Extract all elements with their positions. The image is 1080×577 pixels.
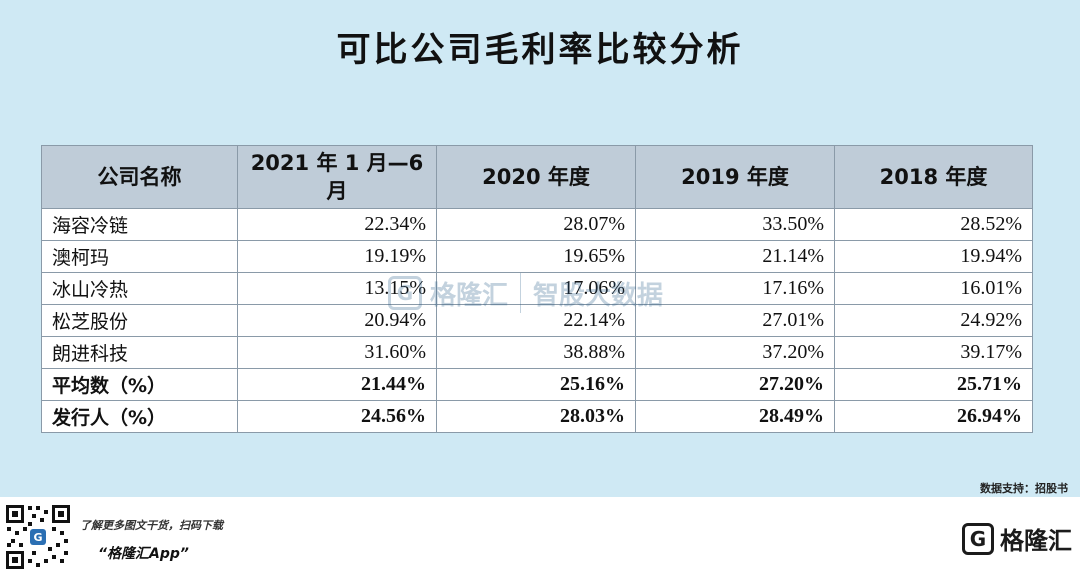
- value-cell: 22.34%: [237, 208, 437, 241]
- value-cell: 38.88%: [436, 336, 636, 369]
- value-cell: 27.20%: [635, 368, 835, 401]
- table-header-row: 公司名称 2021 年 1 月—6 月 2020 年度 2019 年度 2018…: [41, 145, 1033, 209]
- column-header: 2021 年 1 月—6 月: [237, 145, 437, 209]
- column-header: 2019 年度: [635, 145, 835, 209]
- value-cell: 24.92%: [834, 304, 1033, 337]
- company-name-cell: 松芝股份: [41, 304, 238, 337]
- qr-logo: G: [30, 529, 46, 545]
- app-name: “格隆汇App”: [98, 546, 189, 562]
- value-cell: 19.19%: [237, 240, 437, 273]
- column-header: 公司名称: [41, 145, 238, 209]
- value-cell: 20.94%: [237, 304, 437, 337]
- value-cell: 26.94%: [834, 400, 1033, 433]
- average-row: 平均数（%） 21.44% 25.16% 27.20% 25.71%: [41, 368, 1033, 401]
- brand-name: 格隆汇: [1000, 527, 1072, 555]
- table-row: 澳柯玛 19.19% 19.65% 21.14% 19.94%: [41, 240, 1033, 273]
- table-row: 朗进科技 31.60% 38.88% 37.20% 39.17%: [41, 336, 1033, 369]
- company-name-cell: 海容冷链: [41, 208, 238, 241]
- table-row: 松芝股份 20.94% 22.14% 27.01% 24.92%: [41, 304, 1033, 337]
- footer-bar: G 了解更多图文干货，扫码下载 “格隆汇App” G 格隆汇: [0, 497, 1080, 577]
- value-cell: 37.20%: [635, 336, 835, 369]
- qr-code-pattern: [4, 503, 72, 571]
- value-cell: 28.07%: [436, 208, 636, 241]
- value-cell: 27.01%: [635, 304, 835, 337]
- value-cell: 19.94%: [834, 240, 1033, 273]
- average-label-cell: 平均数（%）: [41, 368, 238, 401]
- value-cell: 19.65%: [436, 240, 636, 273]
- value-cell: 39.17%: [834, 336, 1033, 369]
- value-cell: 21.44%: [237, 368, 437, 401]
- value-cell: 13.15%: [237, 272, 437, 305]
- value-cell: 17.16%: [635, 272, 835, 305]
- value-cell: 25.71%: [834, 368, 1033, 401]
- value-cell: 31.60%: [237, 336, 437, 369]
- column-header: 2020 年度: [436, 145, 636, 209]
- table-row: 冰山冷热 13.15% 17.06% 17.16% 16.01%: [41, 272, 1033, 305]
- table-row: 海容冷链 22.34% 28.07% 33.50% 28.52%: [41, 208, 1033, 241]
- value-cell: 28.49%: [635, 400, 835, 433]
- value-cell: 17.06%: [436, 272, 636, 305]
- promo-text: 了解更多图文干货，扫码下载: [80, 519, 223, 532]
- brand-logo: G 格隆汇: [962, 521, 1072, 556]
- company-name-cell: 澳柯玛: [41, 240, 238, 273]
- value-cell: 16.01%: [834, 272, 1033, 305]
- qr-code-icon[interactable]: G: [4, 503, 72, 571]
- company-name-cell: 朗进科技: [41, 336, 238, 369]
- value-cell: 22.14%: [436, 304, 636, 337]
- column-header: 2018 年度: [834, 145, 1033, 209]
- page-title: 可比公司毛利率比较分析: [336, 30, 744, 70]
- value-cell: 25.16%: [436, 368, 636, 401]
- value-cell: 33.50%: [635, 208, 835, 241]
- value-cell: 21.14%: [635, 240, 835, 273]
- value-cell: 24.56%: [237, 400, 437, 433]
- gross-margin-table: 公司名称 2021 年 1 月—6 月 2020 年度 2019 年度 2018…: [41, 145, 1033, 433]
- gelonghui-logo-icon: G: [962, 522, 994, 555]
- value-cell: 28.03%: [436, 400, 636, 433]
- issuer-label-cell: 发行人（%）: [41, 400, 238, 433]
- comparison-table-container: 公司名称 2021 年 1 月—6 月 2020 年度 2019 年度 2018…: [41, 145, 1033, 433]
- source-note: 数据支持：招股书: [980, 482, 1068, 495]
- value-cell: 28.52%: [834, 208, 1033, 241]
- issuer-row: 发行人（%） 24.56% 28.03% 28.49% 26.94%: [41, 400, 1033, 433]
- company-name-cell: 冰山冷热: [41, 272, 238, 305]
